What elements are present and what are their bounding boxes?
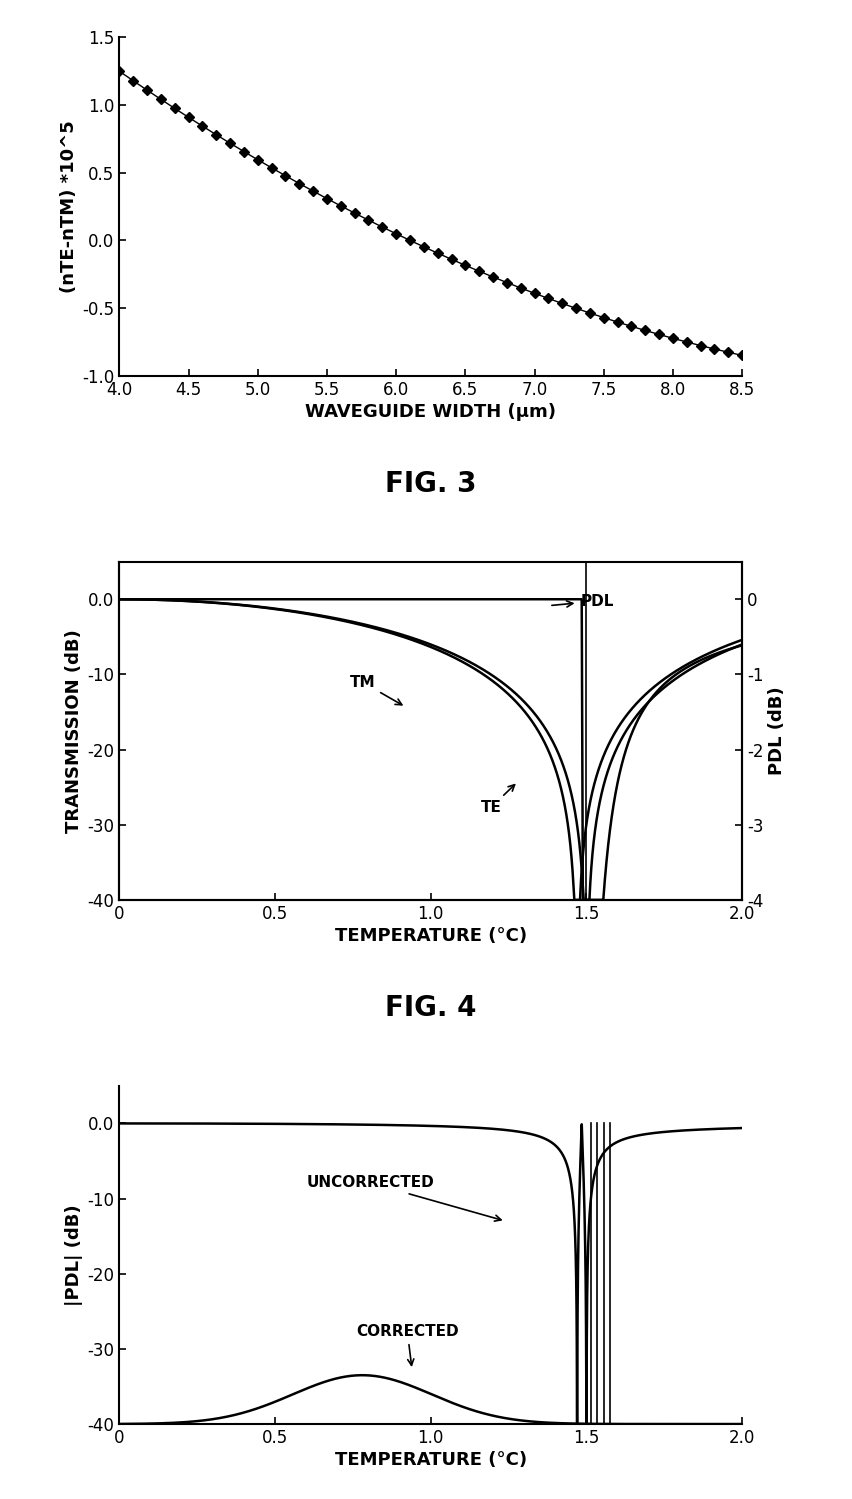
X-axis label: TEMPERATURE (°C): TEMPERATURE (°C) (334, 1451, 527, 1469)
Text: FIG. 3: FIG. 3 (384, 469, 476, 498)
Text: PDL: PDL (551, 594, 613, 609)
Y-axis label: |PDL| (dB): |PDL| (dB) (66, 1204, 83, 1306)
Text: TE: TE (480, 784, 514, 815)
Text: CORRECTED: CORRECTED (355, 1324, 458, 1366)
Text: FIG. 4: FIG. 4 (384, 994, 476, 1022)
X-axis label: TEMPERATURE (°C): TEMPERATURE (°C) (334, 926, 527, 944)
Y-axis label: PDL (dB): PDL (dB) (767, 687, 785, 775)
Y-axis label: TRANSMISSION (dB): TRANSMISSION (dB) (66, 630, 83, 832)
Text: UNCORRECTED: UNCORRECTED (306, 1175, 500, 1222)
X-axis label: WAVEGUIDE WIDTH (μm): WAVEGUIDE WIDTH (μm) (305, 403, 556, 421)
Text: TM: TM (349, 675, 401, 705)
Y-axis label: (nTE-nTM) *10^5: (nTE-nTM) *10^5 (60, 120, 78, 292)
